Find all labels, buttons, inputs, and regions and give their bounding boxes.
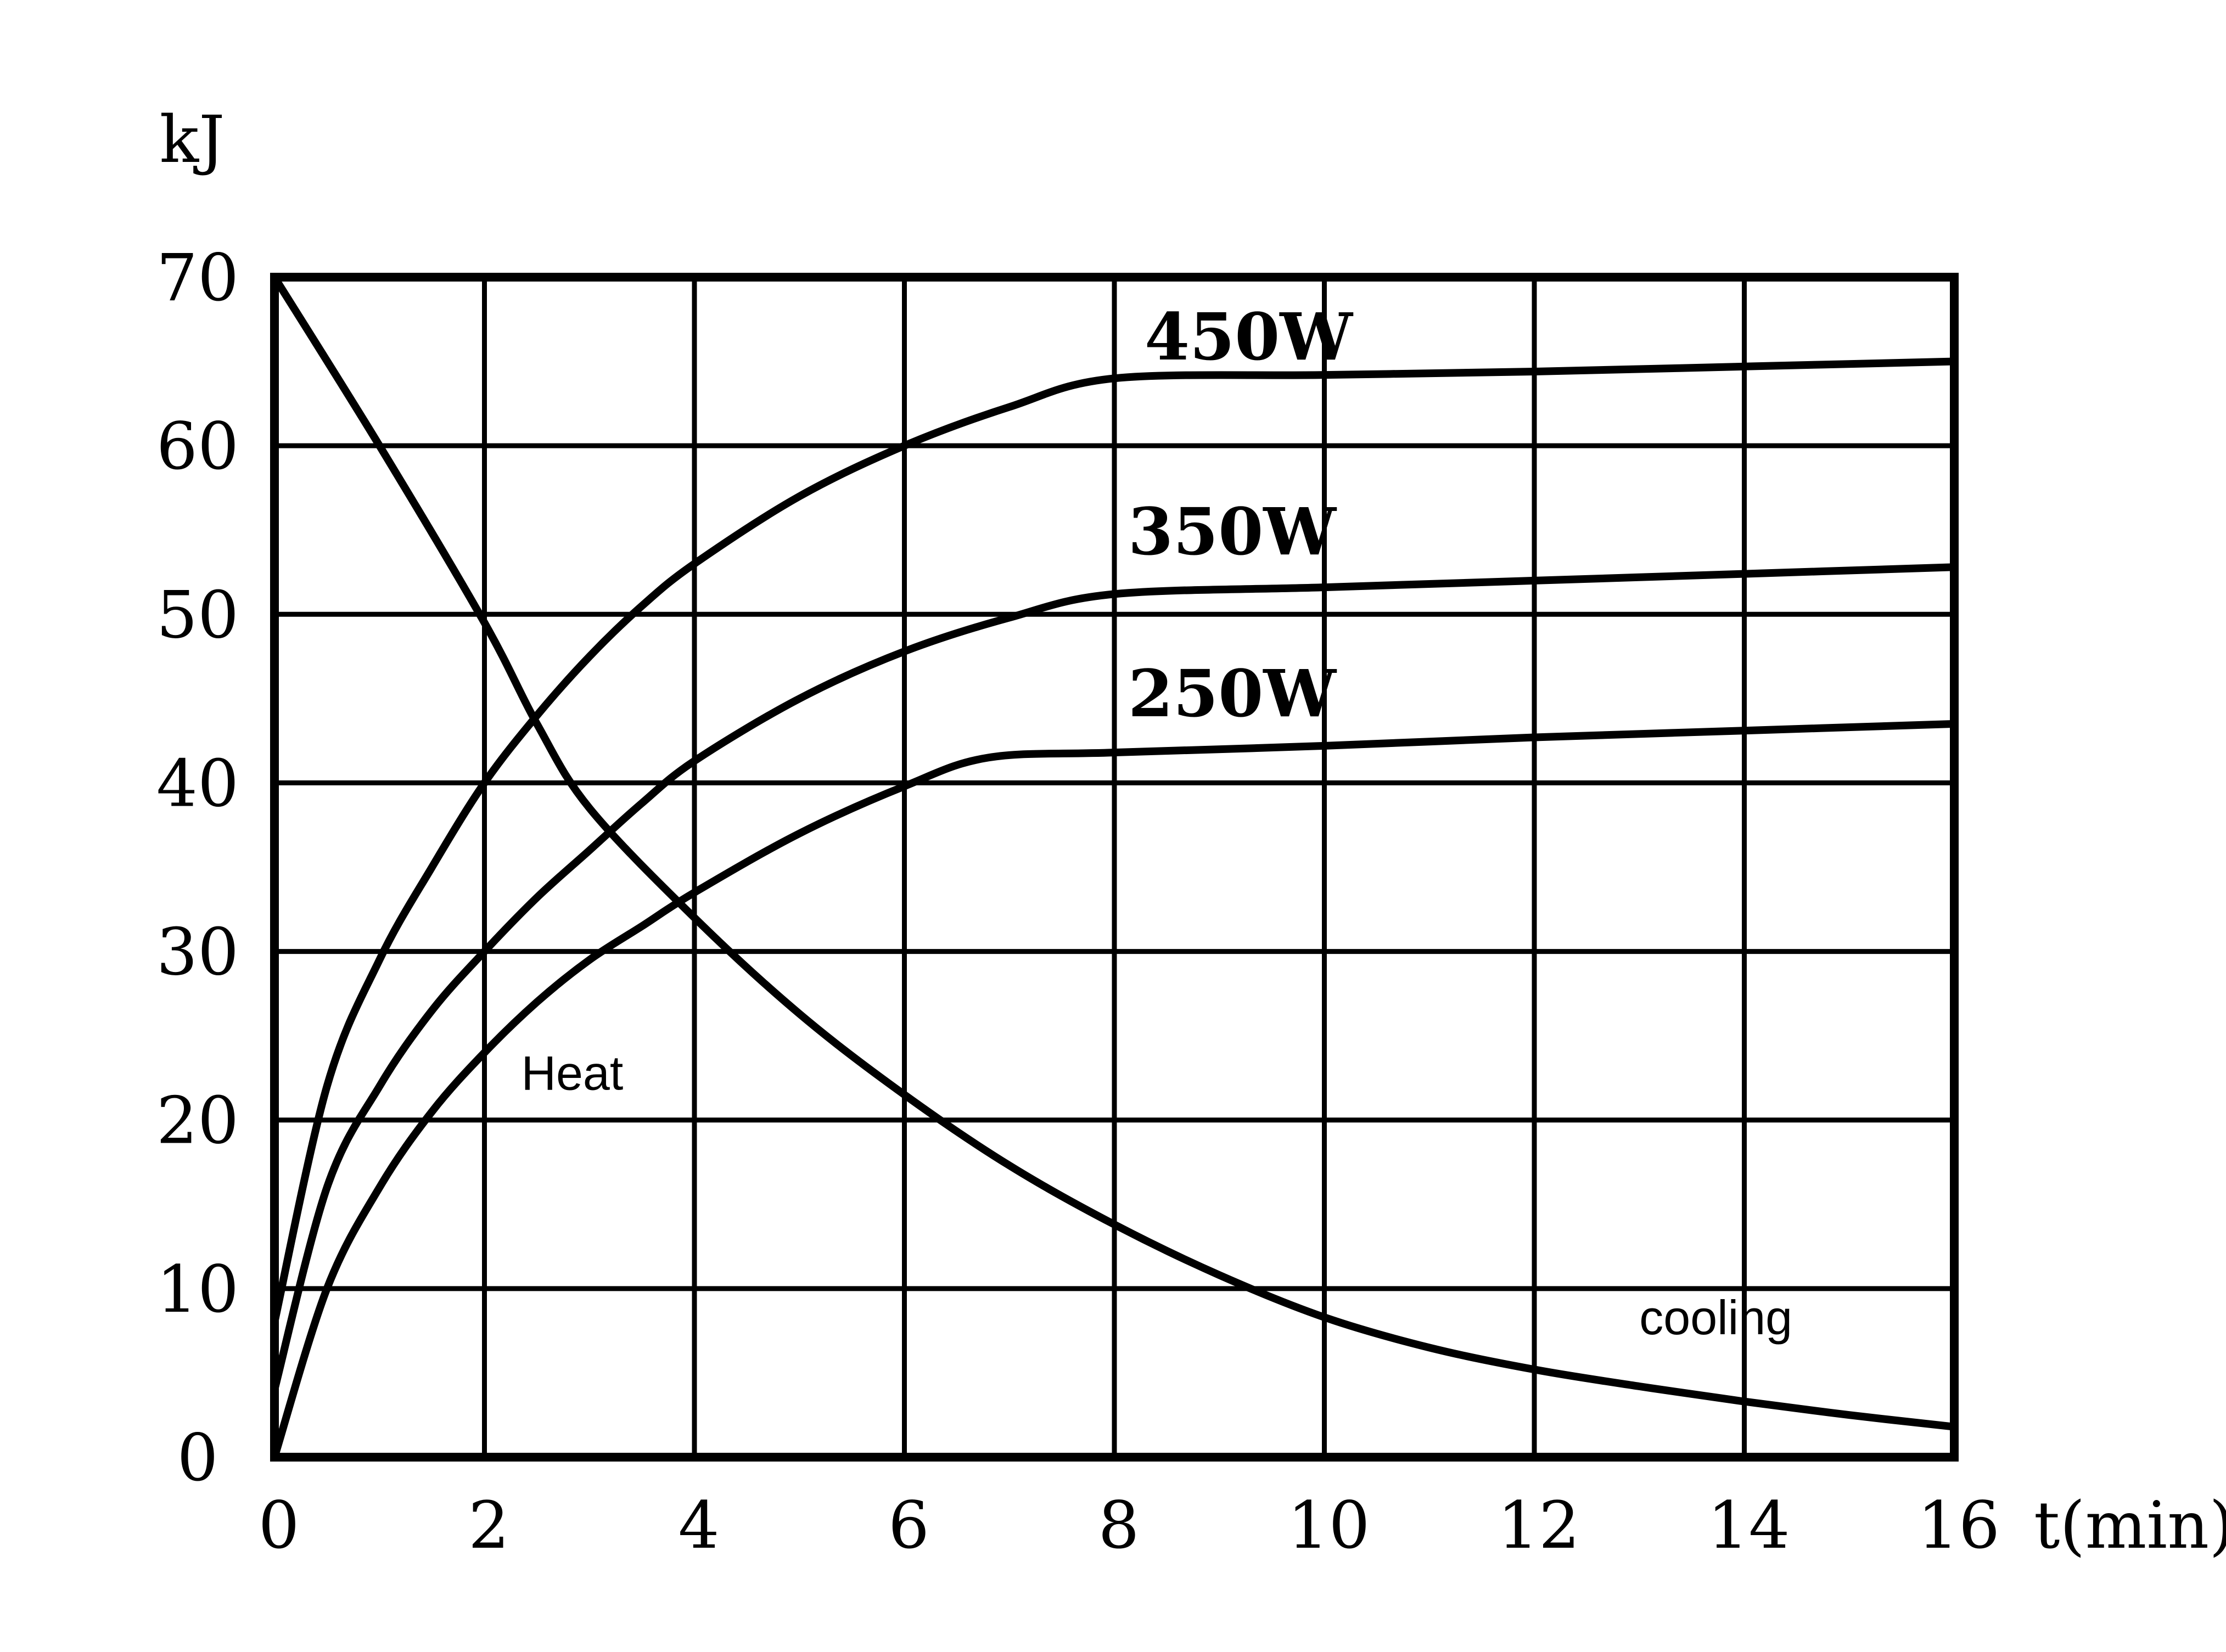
y-tick-label-30: 30	[156, 914, 239, 990]
series-labels: 450W 350W 250W	[1128, 299, 1353, 732]
y-tick-label-60: 60	[156, 408, 239, 484]
x-tick-labels: 0 2 4 6 8 10 12 14 16	[258, 1487, 2000, 1563]
x-tick-label-0: 0	[258, 1487, 299, 1563]
y-axis-label: kJ	[160, 102, 225, 177]
plot-frame	[270, 273, 1959, 1462]
y-tick-labels: 0 10 20 30 40 50 60 70	[156, 240, 239, 1496]
y-tick-label-0: 0	[177, 1420, 218, 1496]
annotations: Heat cooling	[521, 1046, 1792, 1344]
y-tick-label-50: 50	[156, 577, 239, 653]
x-axis-label: t(min)	[2034, 1487, 2226, 1563]
grid	[272, 274, 1957, 1460]
series-label-250w: 250W	[1128, 655, 1337, 732]
series-line-250w	[271, 720, 1958, 1461]
x-tick-label-16: 16	[1917, 1487, 2000, 1563]
y-tick-label-40: 40	[156, 745, 239, 821]
x-tick-label-8: 8	[1098, 1487, 1139, 1563]
series-line-350w	[271, 563, 1958, 1394]
y-tick-label-20: 20	[156, 1083, 239, 1159]
series-label-450w: 450W	[1145, 299, 1353, 375]
series-label-350w: 350W	[1128, 493, 1337, 570]
x-tick-label-2: 2	[468, 1487, 509, 1563]
annotation-cooling: cooling	[1639, 1290, 1792, 1345]
x-tick-label-6: 6	[888, 1487, 929, 1563]
x-tick-label-14: 14	[1707, 1487, 1790, 1563]
annotation-heat: Heat	[521, 1046, 623, 1100]
y-tick-label-70: 70	[156, 240, 239, 316]
x-tick-label-4: 4	[678, 1487, 719, 1563]
series-line-heat	[271, 273, 1958, 1431]
x-tick-label-12: 12	[1498, 1487, 1580, 1563]
series-line-450w	[271, 357, 1958, 1327]
x-tick-label-10: 10	[1287, 1487, 1370, 1563]
y-tick-label-10: 10	[156, 1251, 239, 1327]
series-lines	[271, 273, 1958, 1461]
